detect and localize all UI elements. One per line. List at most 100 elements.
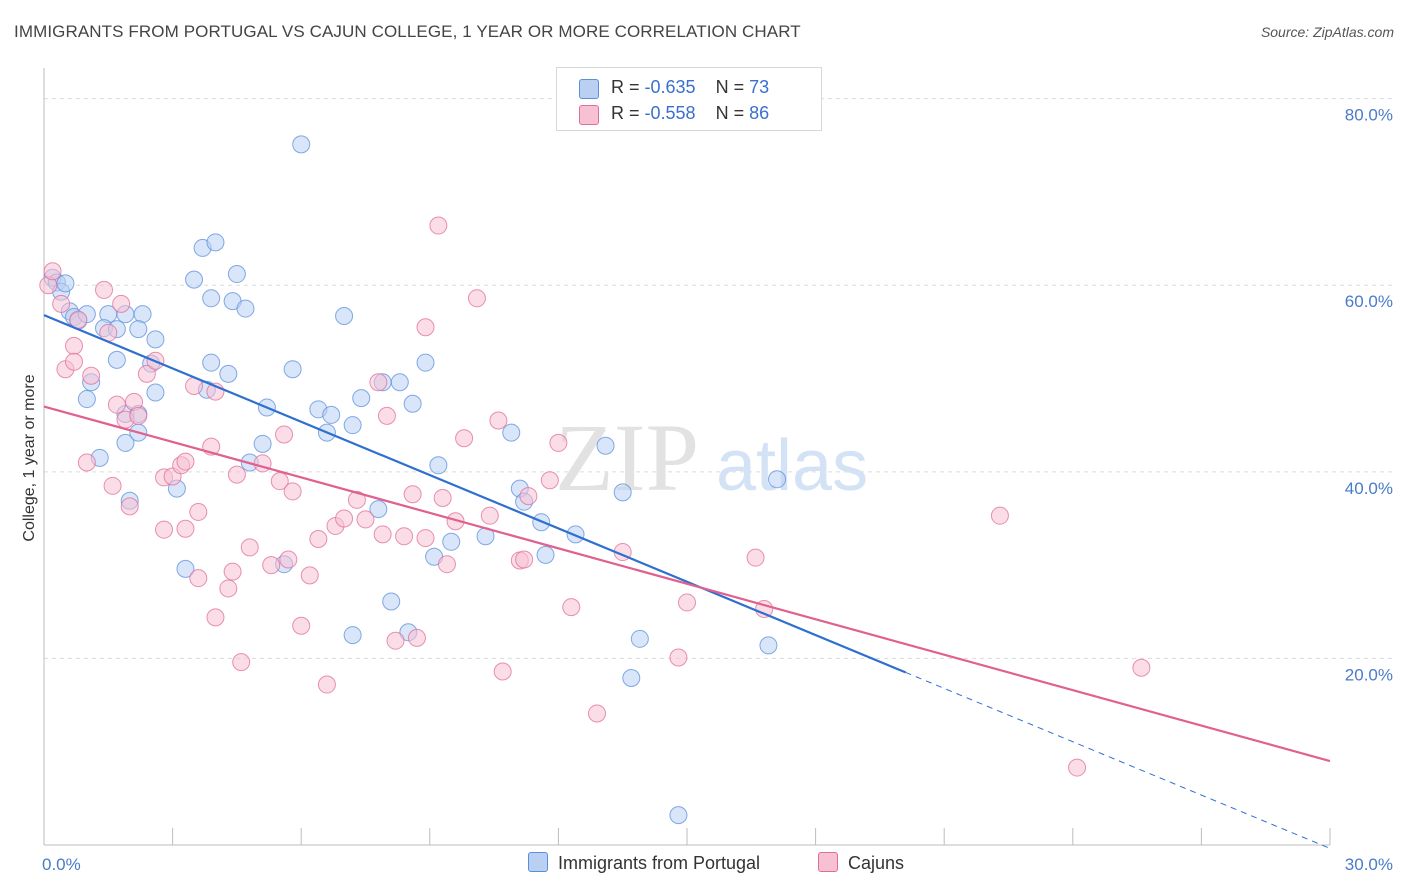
trend-lines	[43, 314, 1331, 849]
data-point	[343, 626, 362, 645]
data-point	[549, 433, 568, 452]
data-point	[155, 520, 174, 539]
data-point	[206, 233, 225, 252]
data-point	[403, 394, 422, 413]
data-point	[407, 628, 426, 647]
data-point	[189, 569, 208, 588]
data-point	[176, 519, 195, 538]
data-point	[133, 305, 152, 324]
legend-n-label: N =	[715, 77, 750, 97]
data-point	[189, 502, 208, 521]
data-point	[515, 550, 534, 569]
y-axis-title: College, 1 year or more	[21, 374, 38, 541]
bottom-legend-swatch-blue	[528, 852, 548, 872]
bottom-legend-portugal: Immigrants from Portugal	[528, 852, 760, 874]
axes	[43, 68, 1331, 846]
trend-line-cajuns	[43, 405, 1331, 763]
data-point	[369, 373, 388, 392]
data-point	[587, 704, 606, 723]
data-point	[52, 294, 71, 313]
data-point	[489, 411, 508, 430]
data-point	[219, 364, 238, 383]
data-point	[146, 330, 165, 349]
bottom-legend-label-pink: Cajuns	[848, 853, 905, 873]
correlation-legend: R = -0.635 N = 73 R = -0.558 N = 86	[556, 67, 822, 131]
data-point	[416, 318, 435, 337]
legend-n-value: 86	[749, 103, 770, 123]
data-point	[347, 490, 366, 509]
source-label: Source: ZipAtlas.com	[1260, 24, 1394, 40]
legend-r-value: -0.558	[644, 103, 696, 123]
data-point	[262, 556, 281, 575]
y-tick-labels: 20.0% 40.0% 60.0% 80.0%	[1345, 106, 1393, 685]
watermark: ZIP atlas	[555, 404, 868, 511]
y-tick-label: 20.0%	[1345, 665, 1393, 684]
data-point	[429, 216, 448, 235]
data-point	[240, 538, 259, 557]
data-point	[82, 366, 101, 385]
x-tick-label: 0.0%	[42, 855, 81, 874]
data-point	[1132, 658, 1151, 677]
data-point	[206, 608, 225, 627]
data-point	[227, 465, 246, 484]
data-point	[129, 320, 148, 339]
data-point	[283, 482, 302, 501]
data-point	[1068, 758, 1087, 777]
data-point	[335, 509, 354, 528]
data-point	[442, 532, 461, 551]
data-point	[480, 506, 499, 525]
data-point	[275, 425, 294, 444]
trend-line-portugal-extension	[905, 671, 1331, 849]
data-point	[43, 262, 62, 281]
data-point	[502, 423, 521, 442]
trend-line-portugal	[43, 314, 907, 674]
data-point	[335, 307, 354, 326]
data-point	[112, 294, 131, 313]
data-point	[95, 280, 114, 299]
data-point	[416, 529, 435, 548]
data-point	[176, 559, 195, 578]
data-point	[292, 616, 311, 635]
data-point	[317, 675, 336, 694]
y-tick-label: 80.0%	[1345, 106, 1393, 125]
watermark-atlas: atlas	[716, 426, 868, 506]
x-tick-labels: 0.0% 30.0%	[42, 855, 1393, 874]
data-point	[540, 471, 559, 490]
data-point	[103, 476, 122, 495]
data-point	[352, 389, 371, 408]
data-point	[395, 527, 414, 546]
data-point	[373, 525, 392, 544]
legend-r-label: R =	[611, 103, 645, 123]
data-point	[613, 483, 632, 502]
data-point	[562, 598, 581, 617]
data-point	[137, 364, 156, 383]
legend-swatch-pink	[579, 105, 599, 125]
data-point	[65, 336, 84, 355]
legend-n-value: 73	[749, 77, 770, 97]
data-point	[669, 648, 688, 667]
data-point	[433, 488, 452, 507]
grid-lines	[44, 98, 1394, 659]
data-point	[386, 631, 405, 650]
data-point	[669, 806, 688, 825]
data-point	[416, 353, 435, 372]
data-point	[107, 395, 126, 414]
legend-r-label: R =	[611, 77, 645, 97]
data-point	[202, 289, 221, 308]
data-point	[566, 525, 585, 544]
y-tick-label: 40.0%	[1345, 479, 1393, 498]
data-point	[519, 487, 538, 506]
data-point	[236, 299, 255, 318]
data-point	[390, 373, 409, 392]
data-point	[120, 497, 139, 516]
data-point	[429, 456, 448, 475]
data-point	[467, 289, 486, 308]
legend-swatch-blue	[579, 79, 599, 99]
data-point	[322, 405, 341, 424]
data-point	[746, 548, 765, 567]
data-point	[232, 653, 251, 672]
data-point	[990, 506, 1009, 525]
data-point	[146, 383, 165, 402]
data-point	[369, 500, 388, 519]
